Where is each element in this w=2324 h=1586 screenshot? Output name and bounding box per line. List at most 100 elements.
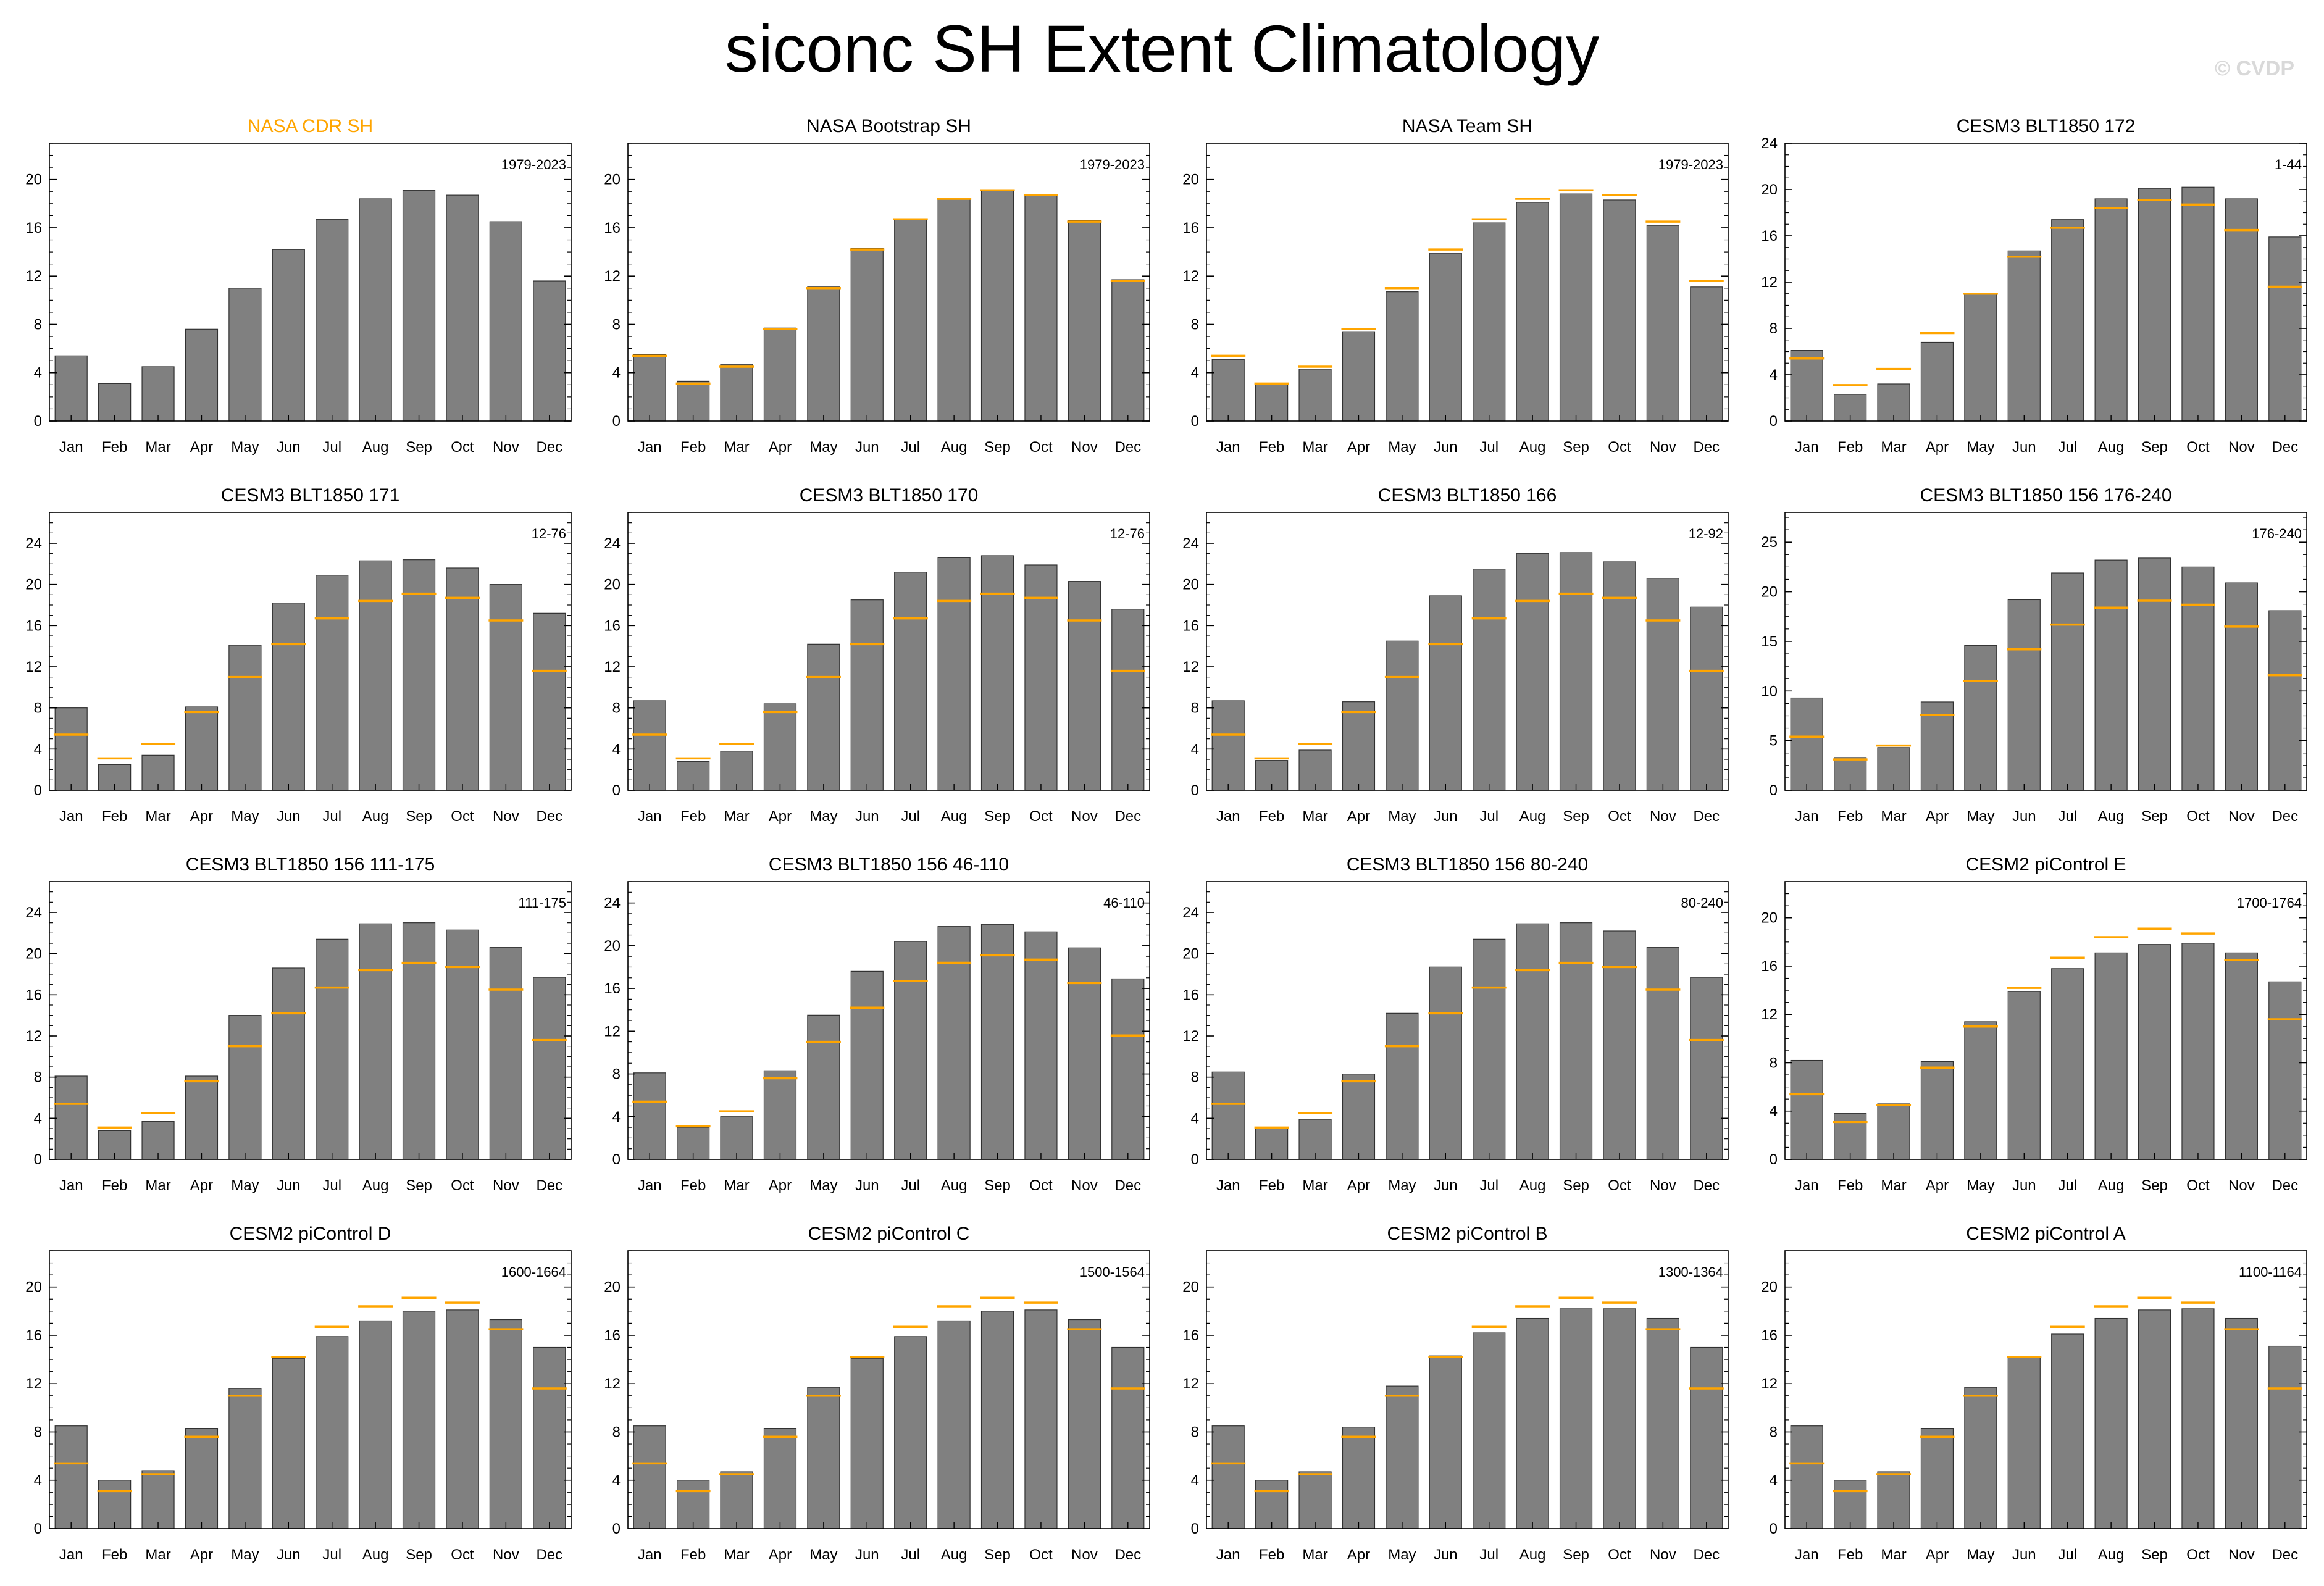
x-tick-label: Apr <box>190 439 213 456</box>
bar <box>1386 640 1419 791</box>
bar <box>446 1309 479 1529</box>
x-tick-label: Apr <box>1926 439 1949 456</box>
x-tick-label: Feb <box>1259 1177 1284 1194</box>
y-tick-label: 0 <box>1191 1151 1199 1168</box>
bar <box>1342 1074 1376 1160</box>
y-tick-label: 16 <box>25 1327 42 1344</box>
x-tick-label: Feb <box>680 808 706 825</box>
x-tick-label: Jan <box>59 1177 83 1194</box>
x-tick-label: Jun <box>855 1546 879 1563</box>
y-tick-label: 8 <box>1770 1054 1778 1071</box>
panel-title: CESM2 piControl B <box>1387 1224 1547 1244</box>
x-tick-label: Aug <box>1519 1177 1546 1194</box>
y-tick-label: 25 <box>1761 534 1778 551</box>
y-tick-label: 16 <box>25 987 42 1003</box>
y-tick-label: 0 <box>1191 413 1199 430</box>
x-tick-label: Sep <box>1563 808 1589 825</box>
x-tick-label: Sep <box>2141 439 2168 456</box>
chart-panel: CESM2 piControl C 1500-1564 0 4 8 12 16 20 Jan Fe… <box>579 1214 1162 1572</box>
x-tick-label: Jul <box>322 808 341 825</box>
x-tick-label: Feb <box>102 1177 127 1194</box>
plot-group: CESM3 BLT1850 156 111-175 111-175 0 4 8 12 16 2… <box>25 854 572 1194</box>
bar <box>2181 566 2215 791</box>
x-tick-label: Dec <box>1693 439 1720 456</box>
x-tick-label: Jan <box>1795 1546 1819 1563</box>
y-tick-label: 0 <box>34 1521 42 1537</box>
bar <box>1646 578 1679 791</box>
y-tick-label: 4 <box>1191 365 1199 382</box>
period-label: 176-240 <box>2252 526 2302 541</box>
x-tick-label: Jan <box>638 1177 662 1194</box>
bar <box>272 249 305 422</box>
y-tick-label: 12 <box>25 1375 42 1392</box>
bar <box>980 924 1014 1160</box>
y-tick-label: 0 <box>1770 413 1778 430</box>
bar <box>489 221 522 422</box>
x-tick-label: Feb <box>1837 439 1863 456</box>
y-tick-label: 12 <box>604 268 621 285</box>
bar <box>2138 557 2171 791</box>
bar <box>633 354 666 422</box>
bar <box>2225 1317 2258 1529</box>
x-tick-label: Jan <box>1216 439 1240 456</box>
bar <box>763 327 797 422</box>
y-tick-label: 5 <box>1770 733 1778 749</box>
bar <box>633 1072 666 1160</box>
x-tick-label: May <box>1967 1546 1994 1563</box>
y-tick-label: 4 <box>1191 741 1199 758</box>
x-tick-label: Dec <box>1693 808 1720 825</box>
x-tick-label: Aug <box>941 808 968 825</box>
x-tick-label: Oct <box>1608 1177 1631 1194</box>
y-tick-label: 20 <box>25 172 42 188</box>
y-tick-label: 8 <box>612 316 621 333</box>
bar <box>402 1311 436 1529</box>
bar <box>763 1428 797 1529</box>
bar <box>1559 922 1593 1160</box>
x-tick-label: Apr <box>1347 1546 1370 1563</box>
x-tick-label: Nov <box>493 808 519 825</box>
bar <box>1559 552 1593 791</box>
x-tick-label: Apr <box>1926 1177 1949 1194</box>
x-tick-label: Aug <box>1519 1546 1546 1563</box>
x-tick-label: Feb <box>102 1546 127 1563</box>
x-tick-label: Jun <box>1434 439 1458 456</box>
x-tick-label: May <box>809 808 837 825</box>
bar <box>1790 1425 1823 1529</box>
x-tick-label: Jun <box>2012 1546 2036 1563</box>
x-tick-label: Jan <box>638 1546 662 1563</box>
y-tick-label: 8 <box>612 700 621 717</box>
plot-frame <box>627 512 1150 791</box>
y-tick-label: 16 <box>25 220 42 236</box>
bar <box>1473 938 1506 1160</box>
x-tick-label: Sep <box>1563 1177 1589 1194</box>
y-tick-label: 20 <box>1761 182 1778 198</box>
x-tick-label: May <box>1967 808 1994 825</box>
bar <box>359 560 392 791</box>
x-tick-label: Oct <box>2186 439 2210 456</box>
x-tick-label: Nov <box>1650 1546 1676 1563</box>
bar <box>402 559 436 791</box>
bar <box>1111 1346 1145 1529</box>
x-tick-label: Jun <box>2012 1177 2036 1194</box>
plot-frame <box>1206 512 1729 791</box>
bar <box>807 643 840 791</box>
bar <box>2007 991 2041 1160</box>
bar <box>1559 1308 1593 1529</box>
bar <box>2051 572 2084 791</box>
bar <box>677 1480 710 1529</box>
bar <box>533 977 566 1160</box>
bar <box>1068 581 1101 791</box>
x-tick-label: Oct <box>1608 439 1631 456</box>
y-tick-label: 16 <box>1182 1327 1199 1344</box>
plot-group: CESM3 BLT1850 170 12-76 0 4 8 12 16 20 24 Jan Feb M… <box>604 485 1150 825</box>
bar-chart: CESM3 BLT1850 171 12-76 0 4 8 12 16 20 24 Jan Feb M… <box>25 485 572 825</box>
bar <box>1473 222 1506 422</box>
x-tick-label: Jun <box>855 1177 879 1194</box>
bar <box>2181 943 2215 1160</box>
x-tick-label: Nov <box>1071 1546 1098 1563</box>
bar <box>54 1425 88 1529</box>
y-tick-label: 24 <box>1761 135 1778 152</box>
bar <box>446 567 479 791</box>
bar <box>54 1075 88 1160</box>
plot-frame <box>627 1250 1150 1529</box>
